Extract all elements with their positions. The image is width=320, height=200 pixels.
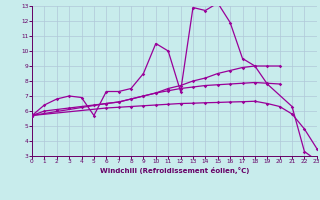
X-axis label: Windchill (Refroidissement éolien,°C): Windchill (Refroidissement éolien,°C)	[100, 167, 249, 174]
